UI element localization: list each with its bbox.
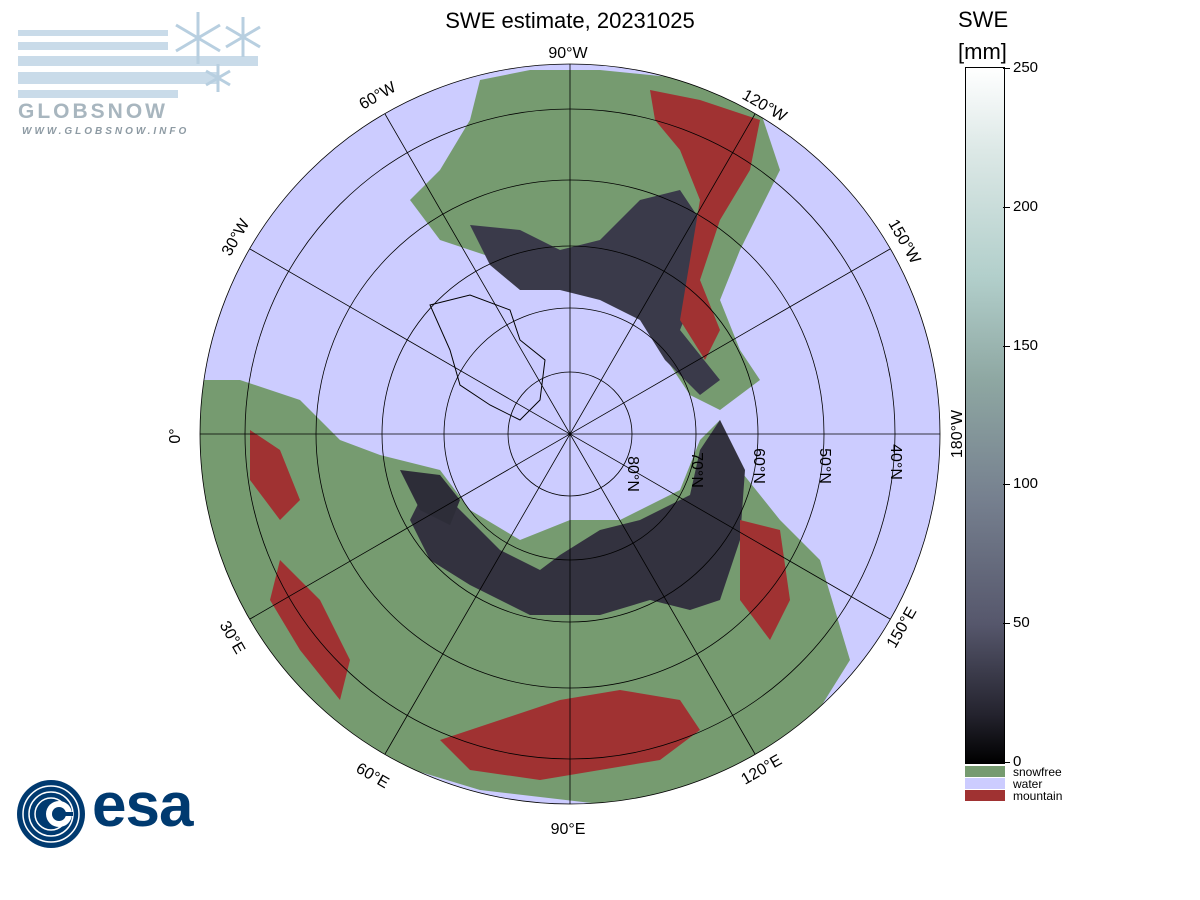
colorbar-tick [1003,206,1010,208]
category-label-water: water [1013,777,1043,791]
colorbar-title-line2: [mm] [958,39,1007,64]
map-title: SWE estimate, 20231025 [445,8,695,33]
label-60w: 60°W [356,78,399,113]
label-90w: 90°W [548,45,588,62]
colorbar-tick [1003,762,1010,763]
globsnow-wordmark: GLOBSNOW [18,100,168,123]
label-60e: 60°E [353,760,392,792]
mountain-scandinavia [250,430,300,520]
colorbar-tick [1003,484,1010,486]
colorbar-tick [1003,623,1010,625]
category-swatch-water [965,778,1005,789]
colorbar-title: SWE [mm] [958,4,1008,68]
globsnow-stripes [18,30,258,98]
label-90e: 90°E [551,821,586,838]
globsnow-logo [18,12,261,98]
label-60n: 60°N [750,448,767,484]
parallel-labels: 80°N 70°N 60°N 50°N 40°N [624,444,904,492]
colorbar-gradient [965,67,1005,764]
greenland-outline [429,294,546,421]
graticule [199,63,941,805]
esa-wordmark: esa [92,771,193,840]
colorbar-tick [1003,68,1010,69]
colorbar-tick [1003,345,1010,347]
meridian-150w-30e [249,248,891,620]
label-80n: 80°N [624,456,641,492]
globsnow-url: WWW.GLOBSNOW.INFO [22,126,190,137]
mountain-east-siberia [740,520,790,640]
category-swatch-mountain [965,790,1005,801]
label-0: 0° [167,428,184,443]
colorbar-tick-label: 150 [1013,336,1039,354]
label-180w: 180°W [949,409,966,458]
colorbar-tick-label: 200 [1013,197,1039,215]
category-label-mountain: mountain [1013,789,1063,803]
colorbar-tick-label: 100 [1013,475,1039,493]
category-label-snowfree: snowfree [1013,765,1062,779]
label-40n: 40°N [887,444,904,480]
label-50n: 50°N [816,448,833,484]
colorbar-title-line1: SWE [958,7,1009,32]
esa-logo-icon [17,780,85,848]
snowflake-icon [175,12,261,92]
mountain-rockies [650,90,760,360]
colorbar-tick-label: 0 [1013,753,1022,770]
label-30e: 30°E [216,618,248,657]
mountain-caucasus [270,560,350,700]
category-swatch-snowfree [965,766,1005,777]
colorbar-tick-label: 250 [1013,59,1039,76]
colorbar-tick-label: 50 [1013,614,1030,632]
snow-cover-scandinavia [400,470,460,525]
label-70n: 70°N [688,452,705,488]
